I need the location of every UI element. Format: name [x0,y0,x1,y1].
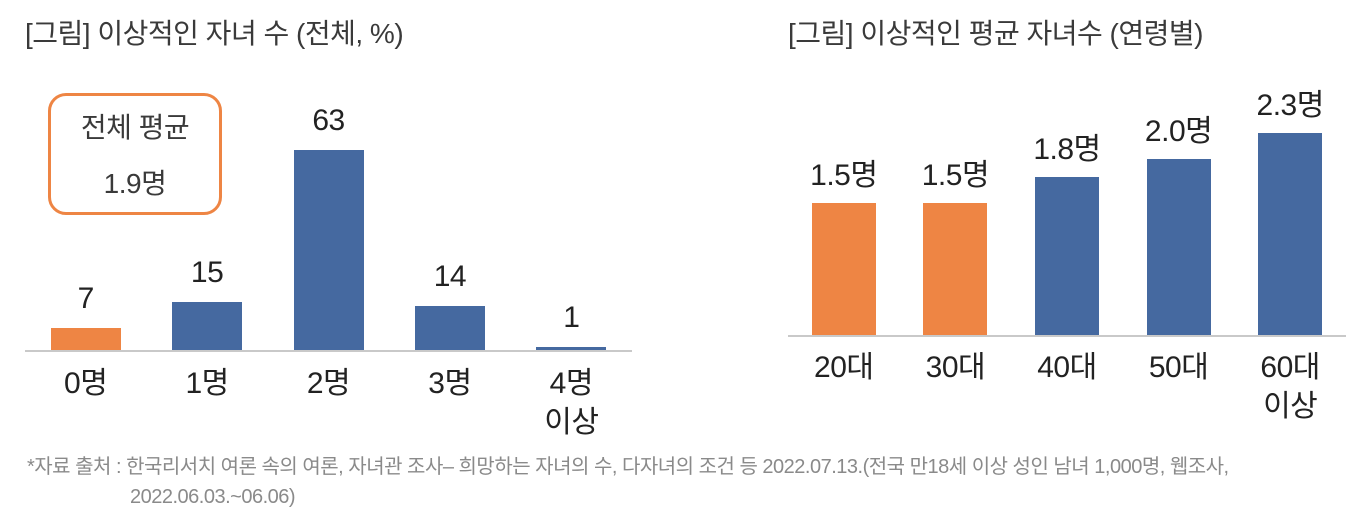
source-note-line2: 2022.06.03.~06.06) [130,486,296,508]
source-note: *자료 출처 : 한국리서치 여론 속의 여론, 자녀관 조사– 희망하는 자녀… [27,452,1229,512]
bar-group: 15 [146,258,267,350]
bar-value-label: 1.5명 [921,159,990,192]
bar-value-label: 7 [77,282,95,315]
average-annotation-line2: 1.9명 [103,168,167,199]
bar [1146,159,1211,335]
source-note-line1: *자료 출처 : 한국리서치 여론 속의 여론, 자녀관 조사– 희망하는 자녀… [27,456,1229,478]
bar-group: 2.3명 [1234,91,1346,335]
category-label: 60대 이상 [1260,351,1320,423]
bar [293,150,364,350]
category-label: 1명 [185,367,229,400]
bar-value-label: 2.0명 [1144,115,1213,148]
bar [172,302,243,350]
category-label: 3명 [428,367,472,400]
bar-group: 2.0명 [1123,117,1235,335]
category-label: 2명 [306,367,351,400]
bar [414,306,485,350]
bar-group: 7 [25,284,146,350]
bar-value-label: 63 [312,104,345,137]
chart-left-categories: 0명 1명 2명 3명 4명 이상 [25,364,632,442]
bar-group: 14 [389,262,510,350]
bar-group: 1 [511,303,632,350]
bar-value-label: 14 [433,260,467,293]
bar-group: 1.8명 [1011,135,1123,335]
bar-group: 1.5명 [788,161,900,335]
average-annotation-box: 전체 평균 1.9명 [48,93,222,215]
bar-value-label: 1 [563,301,580,334]
bar-value-label: 1.5명 [810,159,878,192]
category-label: 40대 [1037,351,1097,384]
category-label: 30대 [925,351,986,384]
category-label: 0명 [64,367,108,400]
bar [50,328,121,350]
bar-value-label: 1.8명 [1033,133,1101,166]
bar-group: 63 [268,106,389,350]
bar-value-label: 15 [190,256,224,289]
bar [1034,177,1099,335]
bar-value-label: 2.3명 [1256,89,1325,122]
bar [923,203,988,335]
average-annotation-line1: 전체 평균 [80,112,190,143]
category-label: 50대 [1148,351,1209,384]
chart-right-title: [그림] 이상적인 평균 자녀수 (연령별) [788,18,1203,49]
bar [1258,133,1323,335]
category-label: 4명 이상 [544,367,599,439]
bar [536,347,607,350]
chart-right-categories: 20대 30대 40대 50대 60대 이상 [788,348,1346,426]
chart-left-x-axis [25,350,632,352]
bar [811,203,876,335]
chart-right-x-axis [788,335,1346,337]
category-label: 20대 [814,351,874,384]
chart-left-title: [그림] 이상적인 자녀 수 (전체, %) [25,18,404,49]
chart-left-plot: 7 15 63 14 1 [25,85,632,350]
bar-group: 1.5명 [900,161,1012,335]
chart-right-plot: 1.5명 1.5명 1.8명 2.0명 2.3명 [788,85,1346,335]
